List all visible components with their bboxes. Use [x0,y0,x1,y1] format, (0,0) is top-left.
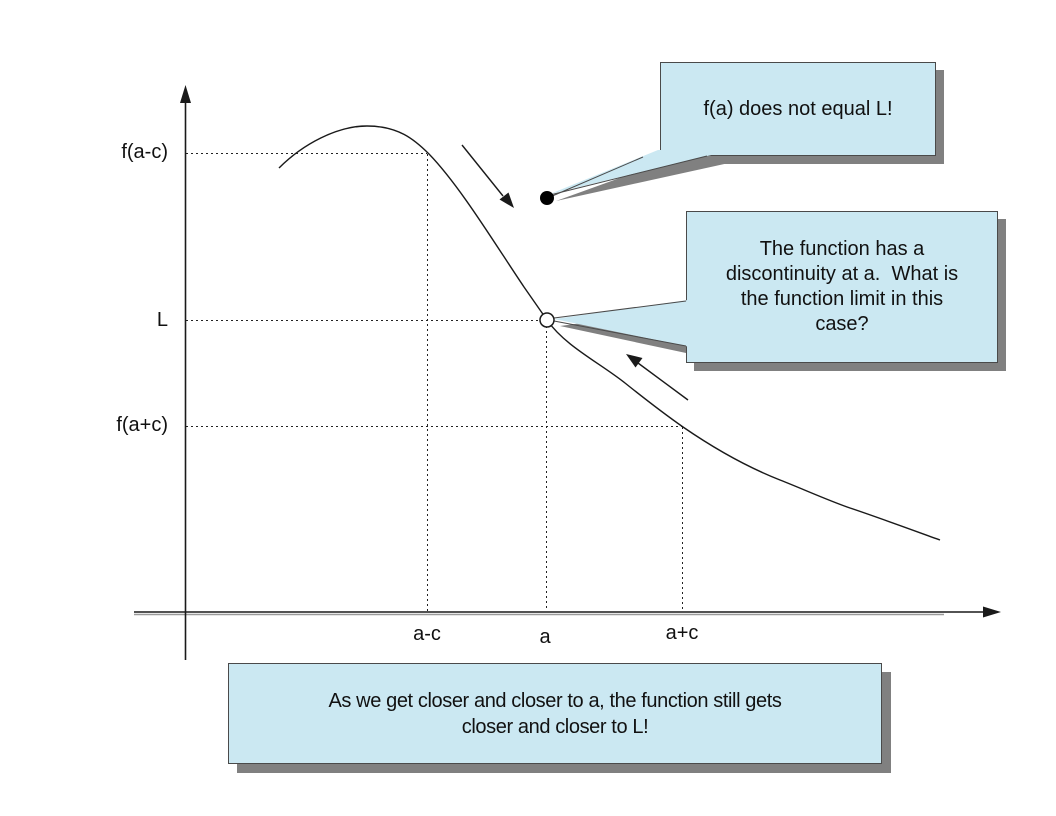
callout-closer-to-l: As we get closer and closer to a, the fu… [228,663,882,764]
point-f-a-solid [540,191,554,205]
callout-discontinuity-line-1: The function has a [759,238,925,260]
callout-fa-text: f(a) does not equal L! [703,97,893,120]
y-label-L: L [156,309,168,331]
approach-arrow-from-right-head-icon [626,354,643,368]
callout-discontinuity-line-3: the function limit in this [740,288,944,310]
callout-closer-line-1: As we get closer and closer to a, the fu… [328,689,782,712]
callout-fa-pointer-top-edge [549,155,708,196]
y-axis-arrow-icon [180,85,191,103]
callout-discontinuity-pointer-top-edge [553,300,687,319]
callout-discontinuity-line-4: case? [815,313,869,335]
approach-arrow-from-left [461,144,514,208]
y-label-f-a-plus-c: f(a+c) [116,414,168,436]
x-axis-arrow-icon [983,606,1001,618]
callout-closer-line-2: closer and closer to L! [461,715,649,738]
approach-arrow-from-left-head-icon [499,192,514,208]
approach-arrow-from-right [626,354,689,401]
callout-fa-not-equal-l: f(a) does not equal L! [660,62,936,156]
callout-fa-pointer-bottom-edge [549,156,644,198]
callout-fa-pointer [550,150,732,194]
x-label-a-plus-c: a+c [665,622,699,644]
x-label-a-minus-c: a-c [413,623,441,645]
callout-discontinuity-line-2: discontinuity at a. What is [725,263,959,285]
callout-fa-pointer-shadow [556,161,738,201]
callout-discontinuity-pointer-shadow [560,309,686,353]
y-label-f-a-minus-c: f(a-c) [121,141,168,163]
callout-discontinuity: The function has a discontinuity at a. W… [686,211,998,363]
callout-discontinuity-pointer [554,299,695,348]
x-label-a: a [539,626,551,648]
callout-discontinuity-pointer-bottom-edge [553,320,687,347]
point-limit-L-open [539,312,555,328]
